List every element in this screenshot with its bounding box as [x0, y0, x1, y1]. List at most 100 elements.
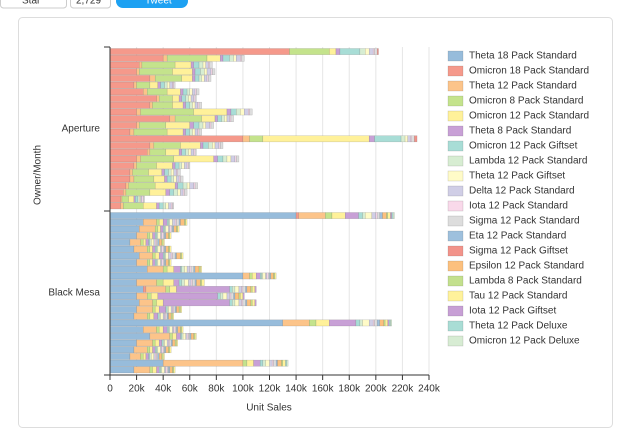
bar-segment [143, 88, 148, 96]
bar-segment [208, 75, 212, 82]
bar-segment [157, 245, 161, 253]
bar-segment [325, 212, 333, 219]
bar-segment [374, 319, 378, 327]
bar-segment [169, 81, 173, 89]
bar-segment [109, 135, 244, 143]
bar-segment [166, 219, 169, 226]
bar-segment [170, 169, 174, 176]
bar-segment [129, 169, 133, 176]
bar-segment [178, 279, 182, 286]
bar-segment [173, 366, 176, 374]
bar-segment [186, 182, 190, 190]
bar-segment [169, 366, 173, 374]
bar-segment [165, 286, 171, 293]
bar-segment [169, 346, 172, 354]
legend-label: Sigma 12 Pack Giftset [469, 246, 568, 257]
bar-segment [368, 135, 375, 143]
bar-segment [158, 306, 167, 313]
bar-segment [168, 169, 172, 176]
bar-segment [188, 162, 190, 169]
x-tick-label: 20k [129, 384, 146, 395]
bar-segment [198, 101, 202, 109]
bar-segment [162, 359, 244, 367]
bar-segment [133, 312, 148, 320]
bar-segment [202, 142, 209, 149]
bar-segment [132, 169, 149, 176]
star-button[interactable] [0, 0, 67, 9]
bar-segment [133, 366, 151, 374]
bar-segment [220, 55, 224, 62]
bar-segment [201, 75, 205, 82]
bar-segment [374, 135, 402, 143]
bar-segment [230, 108, 237, 116]
bar-segment [170, 306, 173, 313]
bar-segment [147, 292, 152, 300]
bar-segment [229, 55, 234, 62]
bar-segment [226, 115, 230, 122]
bar-segment [362, 319, 370, 327]
bar-segment [156, 353, 159, 360]
legend-label: Epsilon 12 Pack Standard [469, 261, 584, 272]
legend-label: Omicron 8 Pack Standard [469, 96, 584, 107]
bar-segment [252, 286, 256, 293]
bar-segment [129, 175, 135, 183]
bar-segment [269, 359, 273, 367]
bar-segment [109, 265, 148, 273]
y-axis-title: Owner/Month [33, 145, 44, 205]
bar-segment [240, 292, 244, 300]
legend-swatch [447, 245, 464, 257]
bar-segment [145, 239, 149, 246]
bar-segment [181, 252, 184, 260]
bar-segment [400, 135, 406, 143]
legend-swatch [447, 215, 464, 227]
bar-segment [177, 189, 181, 196]
bar-segment [141, 61, 176, 69]
x-tick-label: 120k [259, 384, 282, 395]
bar-segment [181, 162, 185, 169]
bar-segment [182, 128, 186, 136]
bar-segment [139, 299, 153, 307]
bar-segment [309, 319, 317, 327]
bar-segment [136, 81, 151, 89]
bar-segment [162, 219, 168, 226]
legend-label: Omicron 12 Pack Giftset [469, 141, 578, 152]
bar-segment [176, 306, 180, 313]
bar-segment [208, 142, 213, 149]
bar-segment [249, 272, 253, 280]
bar-segment [173, 279, 180, 286]
bar-segment [143, 219, 157, 226]
bar-segment [109, 115, 171, 122]
bar-segment [149, 232, 153, 239]
bar-segment [149, 148, 167, 156]
tweet-label: Tweet [145, 0, 172, 7]
bar-segment [189, 88, 193, 96]
bar-segment [156, 366, 160, 374]
bar-segment [176, 252, 181, 260]
tweet-button[interactable] [116, 0, 188, 8]
bar-segment [181, 75, 193, 82]
bar-segment [226, 155, 232, 163]
bar-segment [109, 202, 121, 210]
bar-segment [240, 108, 245, 116]
bar-segment [139, 68, 173, 75]
bar-segment [165, 189, 171, 196]
bar-segment [158, 95, 173, 102]
bar-segment [173, 225, 177, 233]
bar-segment [156, 326, 160, 333]
bar-segment [133, 128, 168, 136]
bar-segment [374, 48, 378, 55]
bar-segment [109, 225, 140, 233]
legend-label: Delta 12 Pack Standard [469, 186, 575, 197]
bar-segment [162, 353, 165, 360]
bar-segment [143, 286, 147, 293]
bar-segment [196, 88, 200, 96]
x-tick-label: 100k [232, 384, 255, 395]
bar-segment [250, 286, 253, 293]
bar-segment [250, 299, 253, 307]
bar-segment [192, 88, 196, 96]
bar-segment [109, 175, 131, 183]
bar-segment [206, 75, 209, 82]
bar-segment [109, 286, 144, 293]
legend-swatch [447, 335, 464, 347]
bar-segment [210, 68, 213, 75]
